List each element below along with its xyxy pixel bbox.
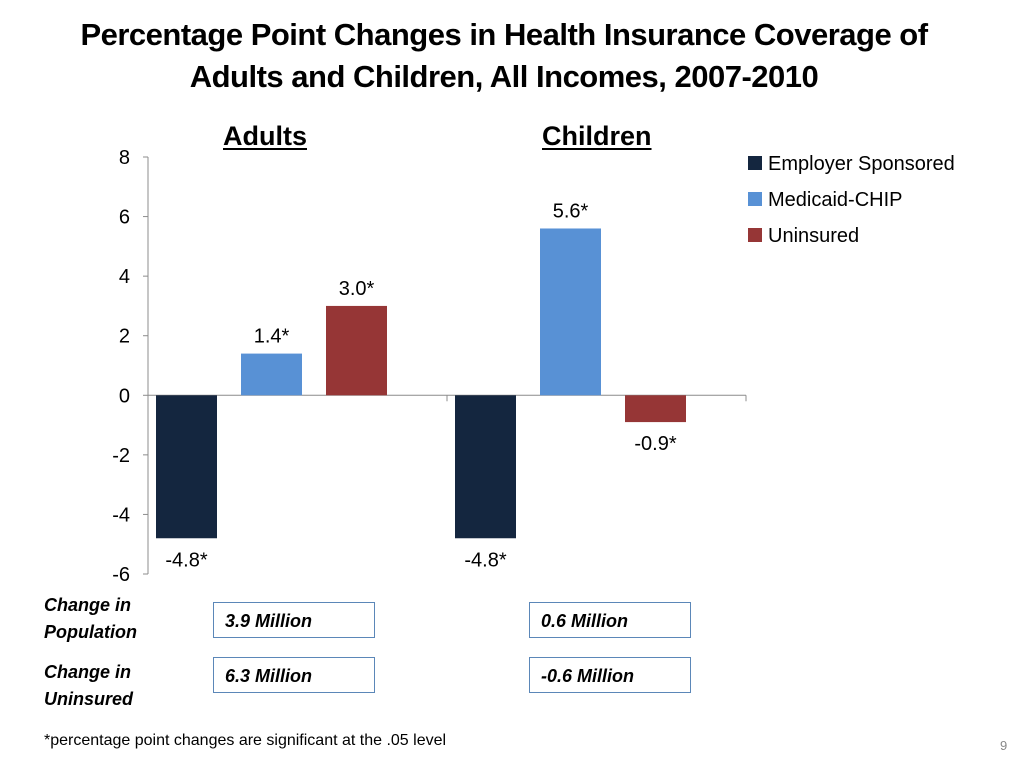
y-tick-label: 8 bbox=[119, 147, 130, 169]
population-children-box: 0.6 Million bbox=[529, 602, 691, 638]
population-adults-box: 3.9 Million bbox=[213, 602, 375, 638]
y-tick-label: 6 bbox=[119, 207, 130, 229]
bar bbox=[540, 228, 601, 396]
row-label-uninsured-line1: Change in bbox=[44, 662, 132, 682]
row-label-population: Change in Population bbox=[44, 592, 137, 646]
bar bbox=[156, 395, 217, 539]
row-label-population-line1: Change in bbox=[44, 595, 132, 615]
y-tick-label: 0 bbox=[119, 385, 130, 407]
y-tick-label: -6 bbox=[112, 564, 130, 586]
row-label-uninsured-line2: Uninsured bbox=[44, 689, 134, 709]
slide-title-line1: Percentage Point Changes in Health Insur… bbox=[80, 17, 928, 52]
bar bbox=[625, 395, 686, 423]
slide-title: Percentage Point Changes in Health Insur… bbox=[0, 14, 1008, 98]
y-tick-label: 2 bbox=[119, 326, 130, 348]
legend-swatch bbox=[748, 192, 762, 206]
bar bbox=[326, 305, 387, 396]
uninsured-adults-box: 6.3 Million bbox=[213, 657, 375, 693]
data-label: 5.6* bbox=[553, 200, 589, 222]
legend-swatch bbox=[748, 228, 762, 242]
data-label: 3.0* bbox=[339, 278, 375, 300]
group-title-adults: Adults bbox=[223, 121, 307, 151]
page-number: 9 bbox=[1000, 738, 1008, 753]
legend-label: Medicaid-CHIP bbox=[768, 189, 902, 211]
legend-label: Uninsured bbox=[768, 225, 859, 247]
legend-swatch bbox=[748, 156, 762, 170]
bar bbox=[455, 395, 516, 539]
data-label: -4.8* bbox=[165, 549, 207, 571]
bar-chart: 8 6 4 2 0 -2 -4 -6 -4.8* 1.4* 3.0* -4.8* 5.6* -0.9* Em… bbox=[112, 147, 955, 586]
data-label: -0.9* bbox=[634, 433, 676, 455]
y-tick-label: -2 bbox=[112, 445, 130, 467]
group-title-children: Children bbox=[542, 121, 652, 151]
legend-label: Employer Sponsored bbox=[768, 153, 955, 175]
bar bbox=[241, 353, 302, 396]
y-tick-label: 4 bbox=[119, 266, 130, 288]
row-label-population-line2: Population bbox=[44, 622, 137, 642]
data-label: 1.4* bbox=[254, 326, 290, 348]
row-label-uninsured: Change in Uninsured bbox=[44, 659, 133, 713]
y-tick-label: -4 bbox=[112, 504, 130, 526]
slide-title-line2: Adults and Children, All Incomes, 2007-2… bbox=[189, 59, 819, 94]
uninsured-children-box: -0.6 Million bbox=[529, 657, 691, 693]
data-label: -4.8* bbox=[464, 549, 506, 571]
footnote: *percentage point changes are significan… bbox=[44, 732, 447, 749]
